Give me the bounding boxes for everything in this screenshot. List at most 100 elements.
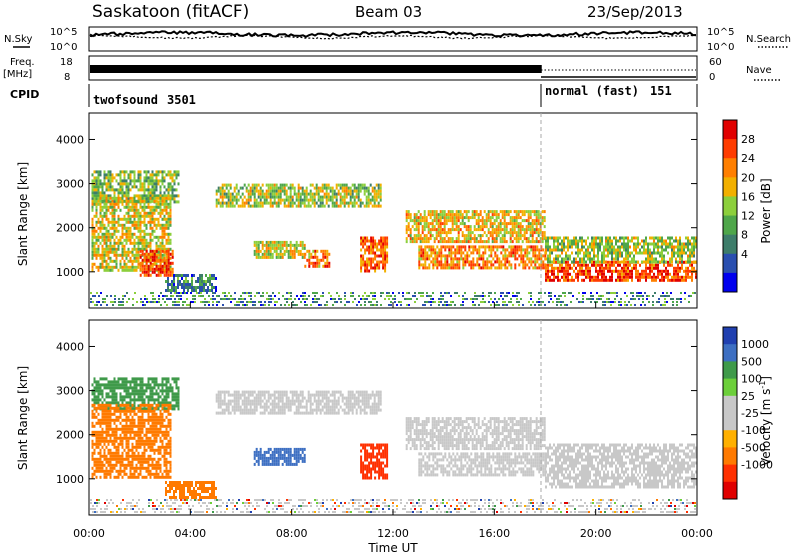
data-cell bbox=[322, 255, 325, 259]
data-cell bbox=[520, 257, 523, 261]
data-cell bbox=[379, 204, 382, 208]
data-cell bbox=[537, 219, 540, 223]
data-cell bbox=[627, 266, 629, 270]
data-cell bbox=[274, 301, 276, 303]
data-cell bbox=[107, 217, 110, 221]
data-cell bbox=[131, 220, 134, 224]
data-cell bbox=[464, 263, 467, 267]
data-cell bbox=[471, 216, 474, 220]
data-cell bbox=[176, 295, 178, 297]
data-cell bbox=[176, 292, 178, 294]
data-cell bbox=[133, 226, 136, 230]
data-cell bbox=[121, 383, 124, 387]
data-cell bbox=[544, 304, 546, 306]
data-cell bbox=[151, 386, 154, 390]
data-cell bbox=[500, 292, 502, 294]
data-cell bbox=[392, 298, 394, 300]
data-cell bbox=[447, 210, 450, 214]
data-cell bbox=[159, 235, 162, 239]
data-cell bbox=[579, 260, 581, 264]
data-cell bbox=[667, 251, 669, 255]
data-cell bbox=[323, 183, 326, 187]
data-cell bbox=[109, 380, 112, 384]
data-cell bbox=[617, 269, 619, 273]
data-cell bbox=[376, 242, 379, 246]
data-cell bbox=[436, 254, 439, 258]
data-cell bbox=[553, 242, 555, 246]
data-cell bbox=[439, 228, 442, 232]
data-cell bbox=[300, 301, 302, 303]
data-cell bbox=[539, 237, 542, 241]
data-cell bbox=[487, 240, 490, 244]
data-cell bbox=[675, 278, 677, 282]
data-cell bbox=[310, 252, 313, 256]
data-cell bbox=[632, 295, 634, 297]
data-cell bbox=[520, 254, 523, 258]
data-cell bbox=[311, 192, 314, 196]
data-cell bbox=[380, 292, 382, 294]
data-cell bbox=[101, 262, 104, 266]
data-cell bbox=[233, 186, 236, 190]
data-cell bbox=[335, 183, 338, 187]
data-cell bbox=[103, 247, 106, 251]
data-cell bbox=[565, 269, 567, 273]
data-cell bbox=[122, 295, 124, 297]
data-cell bbox=[605, 260, 607, 264]
data-cell bbox=[418, 254, 421, 258]
data-cell bbox=[517, 222, 520, 226]
data-cell bbox=[317, 192, 320, 196]
data-cell bbox=[151, 264, 154, 268]
data-cell bbox=[110, 295, 112, 297]
data-cell bbox=[277, 204, 280, 208]
data-cell bbox=[157, 179, 160, 183]
data-cell bbox=[398, 292, 400, 294]
data-cell bbox=[131, 386, 134, 390]
data-cell bbox=[135, 214, 138, 218]
data-cell bbox=[277, 189, 280, 193]
data-cell bbox=[402, 295, 404, 297]
data-cell bbox=[653, 239, 655, 243]
data-cell bbox=[645, 269, 647, 273]
data-cell bbox=[641, 260, 643, 264]
data-cell bbox=[371, 195, 374, 199]
data-cell bbox=[194, 295, 196, 297]
data-cell bbox=[629, 239, 631, 243]
data-cell bbox=[127, 253, 130, 257]
data-cell bbox=[271, 186, 274, 190]
data-cell bbox=[199, 286, 201, 289]
data-cell bbox=[448, 245, 451, 249]
data-cell bbox=[151, 377, 154, 381]
data-cell bbox=[504, 251, 507, 255]
data-cell bbox=[372, 236, 375, 240]
data-cell bbox=[368, 245, 371, 249]
data-cell bbox=[431, 225, 434, 229]
data-cell bbox=[355, 192, 358, 196]
data-cell bbox=[259, 240, 262, 244]
data-cell bbox=[177, 392, 180, 396]
data-cell bbox=[365, 198, 368, 202]
cpid-program-2-id: 151 bbox=[650, 84, 672, 98]
data-cell bbox=[541, 222, 544, 226]
data-cell bbox=[195, 286, 197, 289]
data-cell bbox=[621, 275, 623, 279]
data-cell bbox=[136, 301, 138, 303]
data-cell bbox=[141, 267, 144, 271]
data-cell bbox=[101, 226, 104, 230]
data-cell bbox=[377, 195, 380, 199]
data-cell bbox=[366, 263, 369, 267]
data-cell bbox=[111, 247, 114, 251]
data-cell bbox=[586, 298, 588, 300]
data-cell bbox=[687, 242, 689, 246]
data-cell bbox=[407, 213, 410, 217]
data-cell bbox=[145, 264, 148, 268]
data-cell bbox=[463, 216, 466, 220]
data-cell bbox=[506, 304, 508, 306]
data-cell bbox=[164, 301, 166, 303]
data-cell bbox=[520, 260, 523, 264]
data-cell bbox=[573, 239, 575, 243]
data-cell bbox=[167, 377, 170, 381]
data-cell bbox=[447, 219, 450, 223]
data-cell bbox=[655, 260, 657, 264]
data-cell bbox=[473, 216, 476, 220]
data-cell bbox=[671, 257, 673, 261]
